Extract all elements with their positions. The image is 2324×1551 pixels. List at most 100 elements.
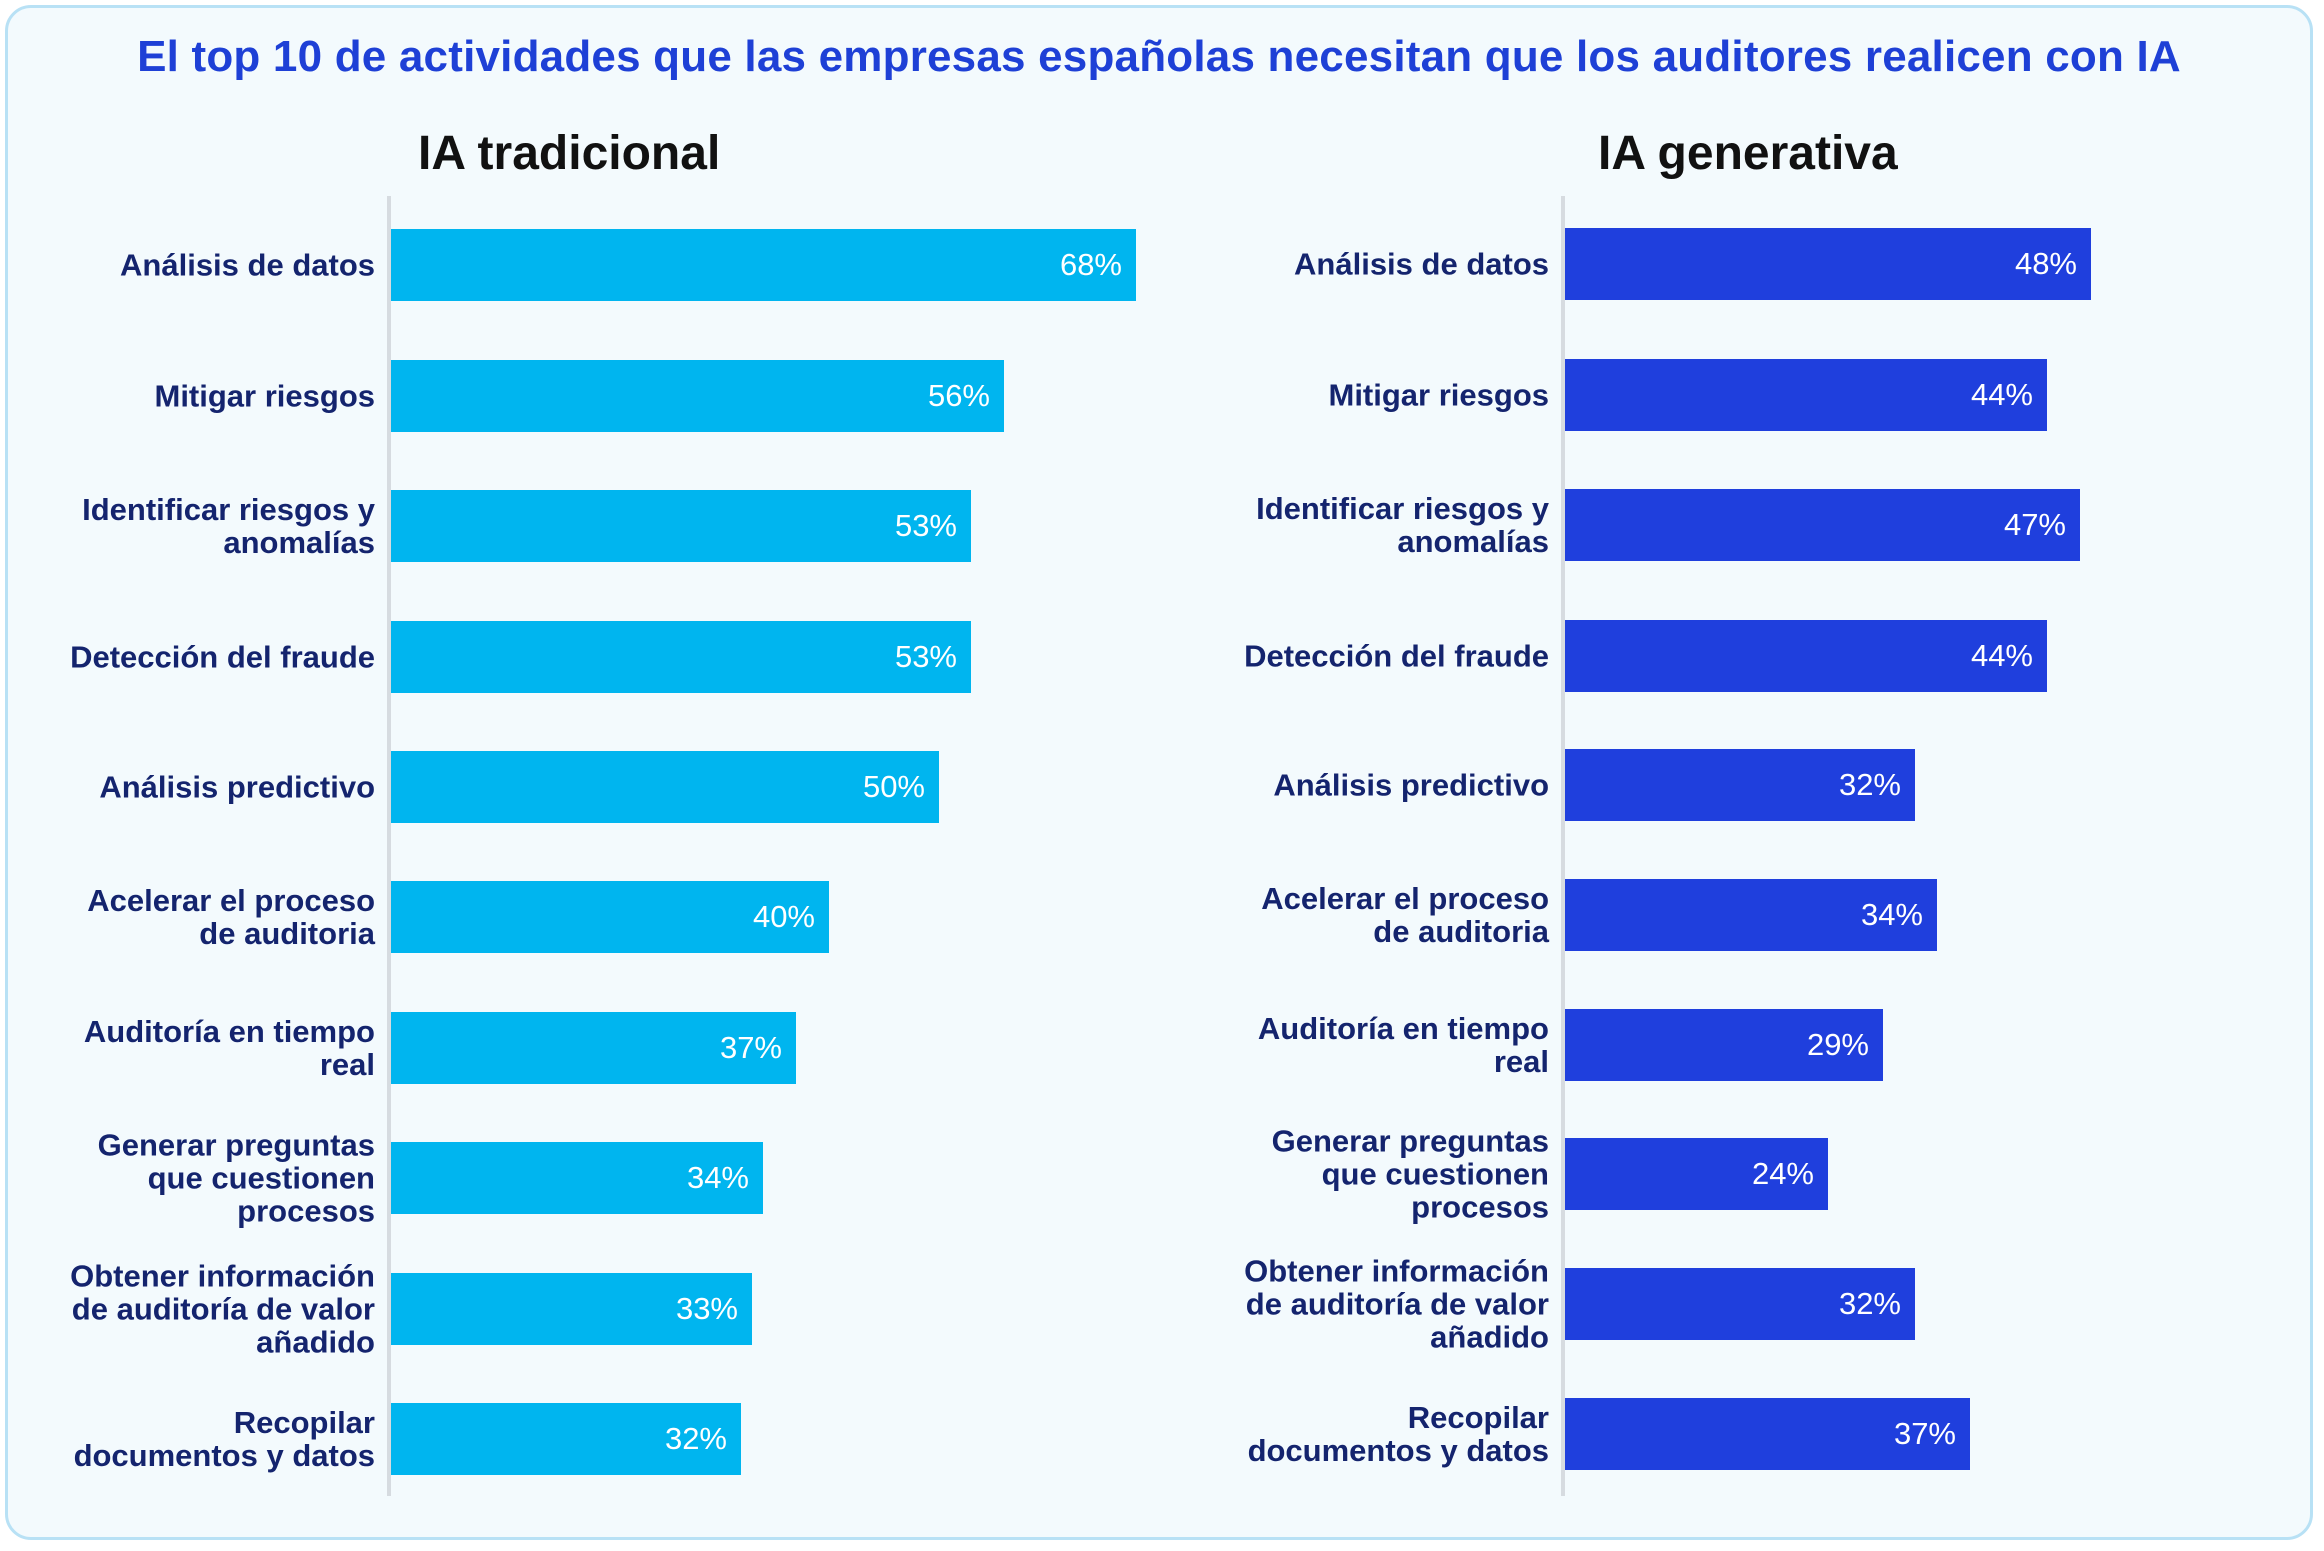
bar-value-label: 44% [1970, 638, 2033, 673]
category-label-mitigar-riesgos: Mitigar riesgos [23, 378, 376, 414]
category-label-analisis-de-datos: Análisis de datos [23, 249, 375, 282]
category-label-line: real [319, 1047, 375, 1082]
category-axis-line [387, 196, 391, 1496]
category-label-line: de auditoria [199, 916, 375, 951]
category-label-line: que cuestionen [1321, 1156, 1549, 1192]
category-label-line: Análisis predictivo [1273, 767, 1549, 803]
category-label-line: Detección del fraude [70, 639, 375, 675]
category-label-line: que cuestionen [147, 1160, 375, 1196]
category-label-line: Recopilar [1407, 1400, 1549, 1435]
bar-mitigar-riesgos: 44% [1565, 359, 2047, 431]
category-label-obtener-informacion: Obtener información de auditoría de valor… [23, 1260, 375, 1359]
bar-acelerar-proceso: 40% [391, 881, 829, 953]
category-label-generar-preguntas: Generar preguntas que cuestionen procesos [23, 1129, 375, 1228]
bar-analisis-de-datos: 68% [391, 229, 1136, 301]
category-label-identificar-riesgos: Identificar riesgos y anomalías [1197, 492, 1549, 558]
bar-acelerar-proceso: 34% [1565, 879, 1937, 951]
category-label-line: Generar preguntas [97, 1127, 375, 1163]
bar-value-label: 37% [1893, 1416, 1956, 1451]
bar-value-label: 56% [927, 378, 990, 413]
bar-value-label: 33% [675, 1291, 738, 1326]
category-label-line: procesos [237, 1193, 375, 1229]
category-label-line: documentos y datos [73, 1438, 375, 1473]
bar-auditoria-tiempo-real: 29% [1565, 1009, 1883, 1081]
category-label-deteccion-fraude: Detección del fraude [1197, 640, 1549, 673]
category-label-line: Generar preguntas [1271, 1123, 1549, 1159]
bar-value-label: 53% [894, 639, 957, 674]
category-label-line: Acelerar el proceso [1261, 881, 1549, 916]
category-label-analisis-predictivo: Análisis predictivo [1197, 769, 1549, 802]
bar-generar-preguntas: 34% [391, 1142, 763, 1214]
bar-recopilar-documentos: 32% [391, 1403, 741, 1475]
bar-value-label: 44% [1970, 377, 2033, 412]
category-label-auditoria-tiempo-real: Auditoría en tiempo real [1197, 1012, 1549, 1078]
category-label-line: Análisis de datos [120, 247, 375, 283]
category-label-line: de auditoria [1373, 914, 1549, 949]
category-label-line: de auditoría de valor [71, 1291, 375, 1327]
category-label-line: de auditoría de valor [1245, 1286, 1549, 1322]
category-label-line: Análisis predictivo [99, 769, 375, 805]
bar-value-label: 53% [894, 508, 957, 543]
category-label-analisis-predictivo: Análisis predictivo [23, 771, 375, 804]
bar-value-label: 37% [719, 1030, 782, 1065]
bar-identificar-riesgos: 47% [1565, 489, 2080, 561]
panel-title-generative: IA generativa [1598, 127, 1898, 180]
category-label-line: Recopilar [233, 1405, 375, 1440]
bar-obtener-informacion: 33% [391, 1273, 752, 1345]
bar-value-label: 32% [1838, 1286, 1901, 1321]
bar-value-label: 34% [1860, 897, 1923, 932]
category-label-line: Mitigar riesgos [154, 378, 376, 414]
category-label-line: Auditoría en tiempo [83, 1014, 375, 1049]
category-label-line: anomalías [223, 525, 375, 560]
category-label-line: Mitigar riesgos [1328, 377, 1550, 413]
category-label-line: añadido [1430, 1319, 1549, 1355]
category-label-mitigar-riesgos: Mitigar riesgos [1197, 377, 1550, 413]
category-label-obtener-informacion: Obtener información de auditoría de valor… [1197, 1255, 1549, 1354]
bar-analisis-predictivo: 50% [391, 751, 939, 823]
chart-main-title: El top 10 de actividades que las empresa… [137, 32, 2181, 81]
bar-value-label: 40% [752, 899, 815, 934]
category-label-recopilar-documentos: Recopilar documentos y datos [1197, 1401, 1549, 1467]
category-label-line: Acelerar el proceso [87, 883, 375, 918]
category-axis-line [1561, 196, 1565, 1496]
bar-value-label: 32% [1838, 767, 1901, 802]
bar-value-label: 68% [1059, 247, 1122, 282]
category-label-line: Análisis de datos [1294, 246, 1549, 282]
bar-value-label: 50% [862, 769, 925, 804]
category-label-generar-preguntas: Generar preguntas que cuestionen procesos [1197, 1125, 1549, 1224]
category-label-line: documentos y datos [1247, 1433, 1549, 1468]
category-label-auditoria-tiempo-real: Auditoría en tiempo real [23, 1015, 375, 1081]
bar-analisis-predictivo: 32% [1565, 749, 1915, 821]
bar-value-label: 24% [1751, 1156, 1814, 1191]
category-label-line: anomalías [1397, 524, 1549, 559]
bar-mitigar-riesgos: 56% [391, 360, 1004, 432]
category-label-line: real [1493, 1044, 1549, 1079]
category-label-line: procesos [1411, 1189, 1549, 1225]
category-label-line: Obtener información [70, 1258, 375, 1294]
bar-auditoria-tiempo-real: 37% [391, 1012, 796, 1084]
category-label-line: Auditoría en tiempo [1257, 1011, 1549, 1046]
bar-value-label: 48% [2014, 246, 2077, 281]
bar-deteccion-fraude: 44% [1565, 620, 2047, 692]
bar-identificar-riesgos: 53% [391, 490, 971, 562]
bar-value-label: 32% [664, 1421, 727, 1456]
category-label-line: Identificar riesgos y [1256, 491, 1549, 526]
category-label-deteccion-fraude: Detección del fraude [23, 641, 375, 674]
category-label-line: añadido [256, 1324, 375, 1360]
bar-value-label: 47% [2003, 507, 2066, 542]
bar-analisis-de-datos: 48% [1565, 228, 2091, 300]
bar-recopilar-documentos: 37% [1565, 1398, 1970, 1470]
category-label-analisis-de-datos: Análisis de datos [1197, 248, 1549, 281]
panel-title-traditional: IA tradicional [418, 127, 721, 180]
category-label-line: Detección del fraude [1244, 638, 1549, 674]
category-label-identificar-riesgos: Identificar riesgos y anomalías [23, 493, 375, 559]
category-label-line: Identificar riesgos y [82, 492, 375, 527]
category-label-acelerar-proceso: Acelerar el proceso de auditoria [1197, 882, 1549, 948]
bar-generar-preguntas: 24% [1565, 1138, 1828, 1210]
category-label-line: Obtener información [1244, 1253, 1549, 1289]
bar-value-label: 34% [686, 1160, 749, 1195]
category-label-acelerar-proceso: Acelerar el proceso de auditoria [23, 884, 375, 950]
bar-deteccion-fraude: 53% [391, 621, 971, 693]
bar-obtener-informacion: 32% [1565, 1268, 1915, 1340]
category-label-recopilar-documentos: Recopilar documentos y datos [23, 1406, 375, 1472]
